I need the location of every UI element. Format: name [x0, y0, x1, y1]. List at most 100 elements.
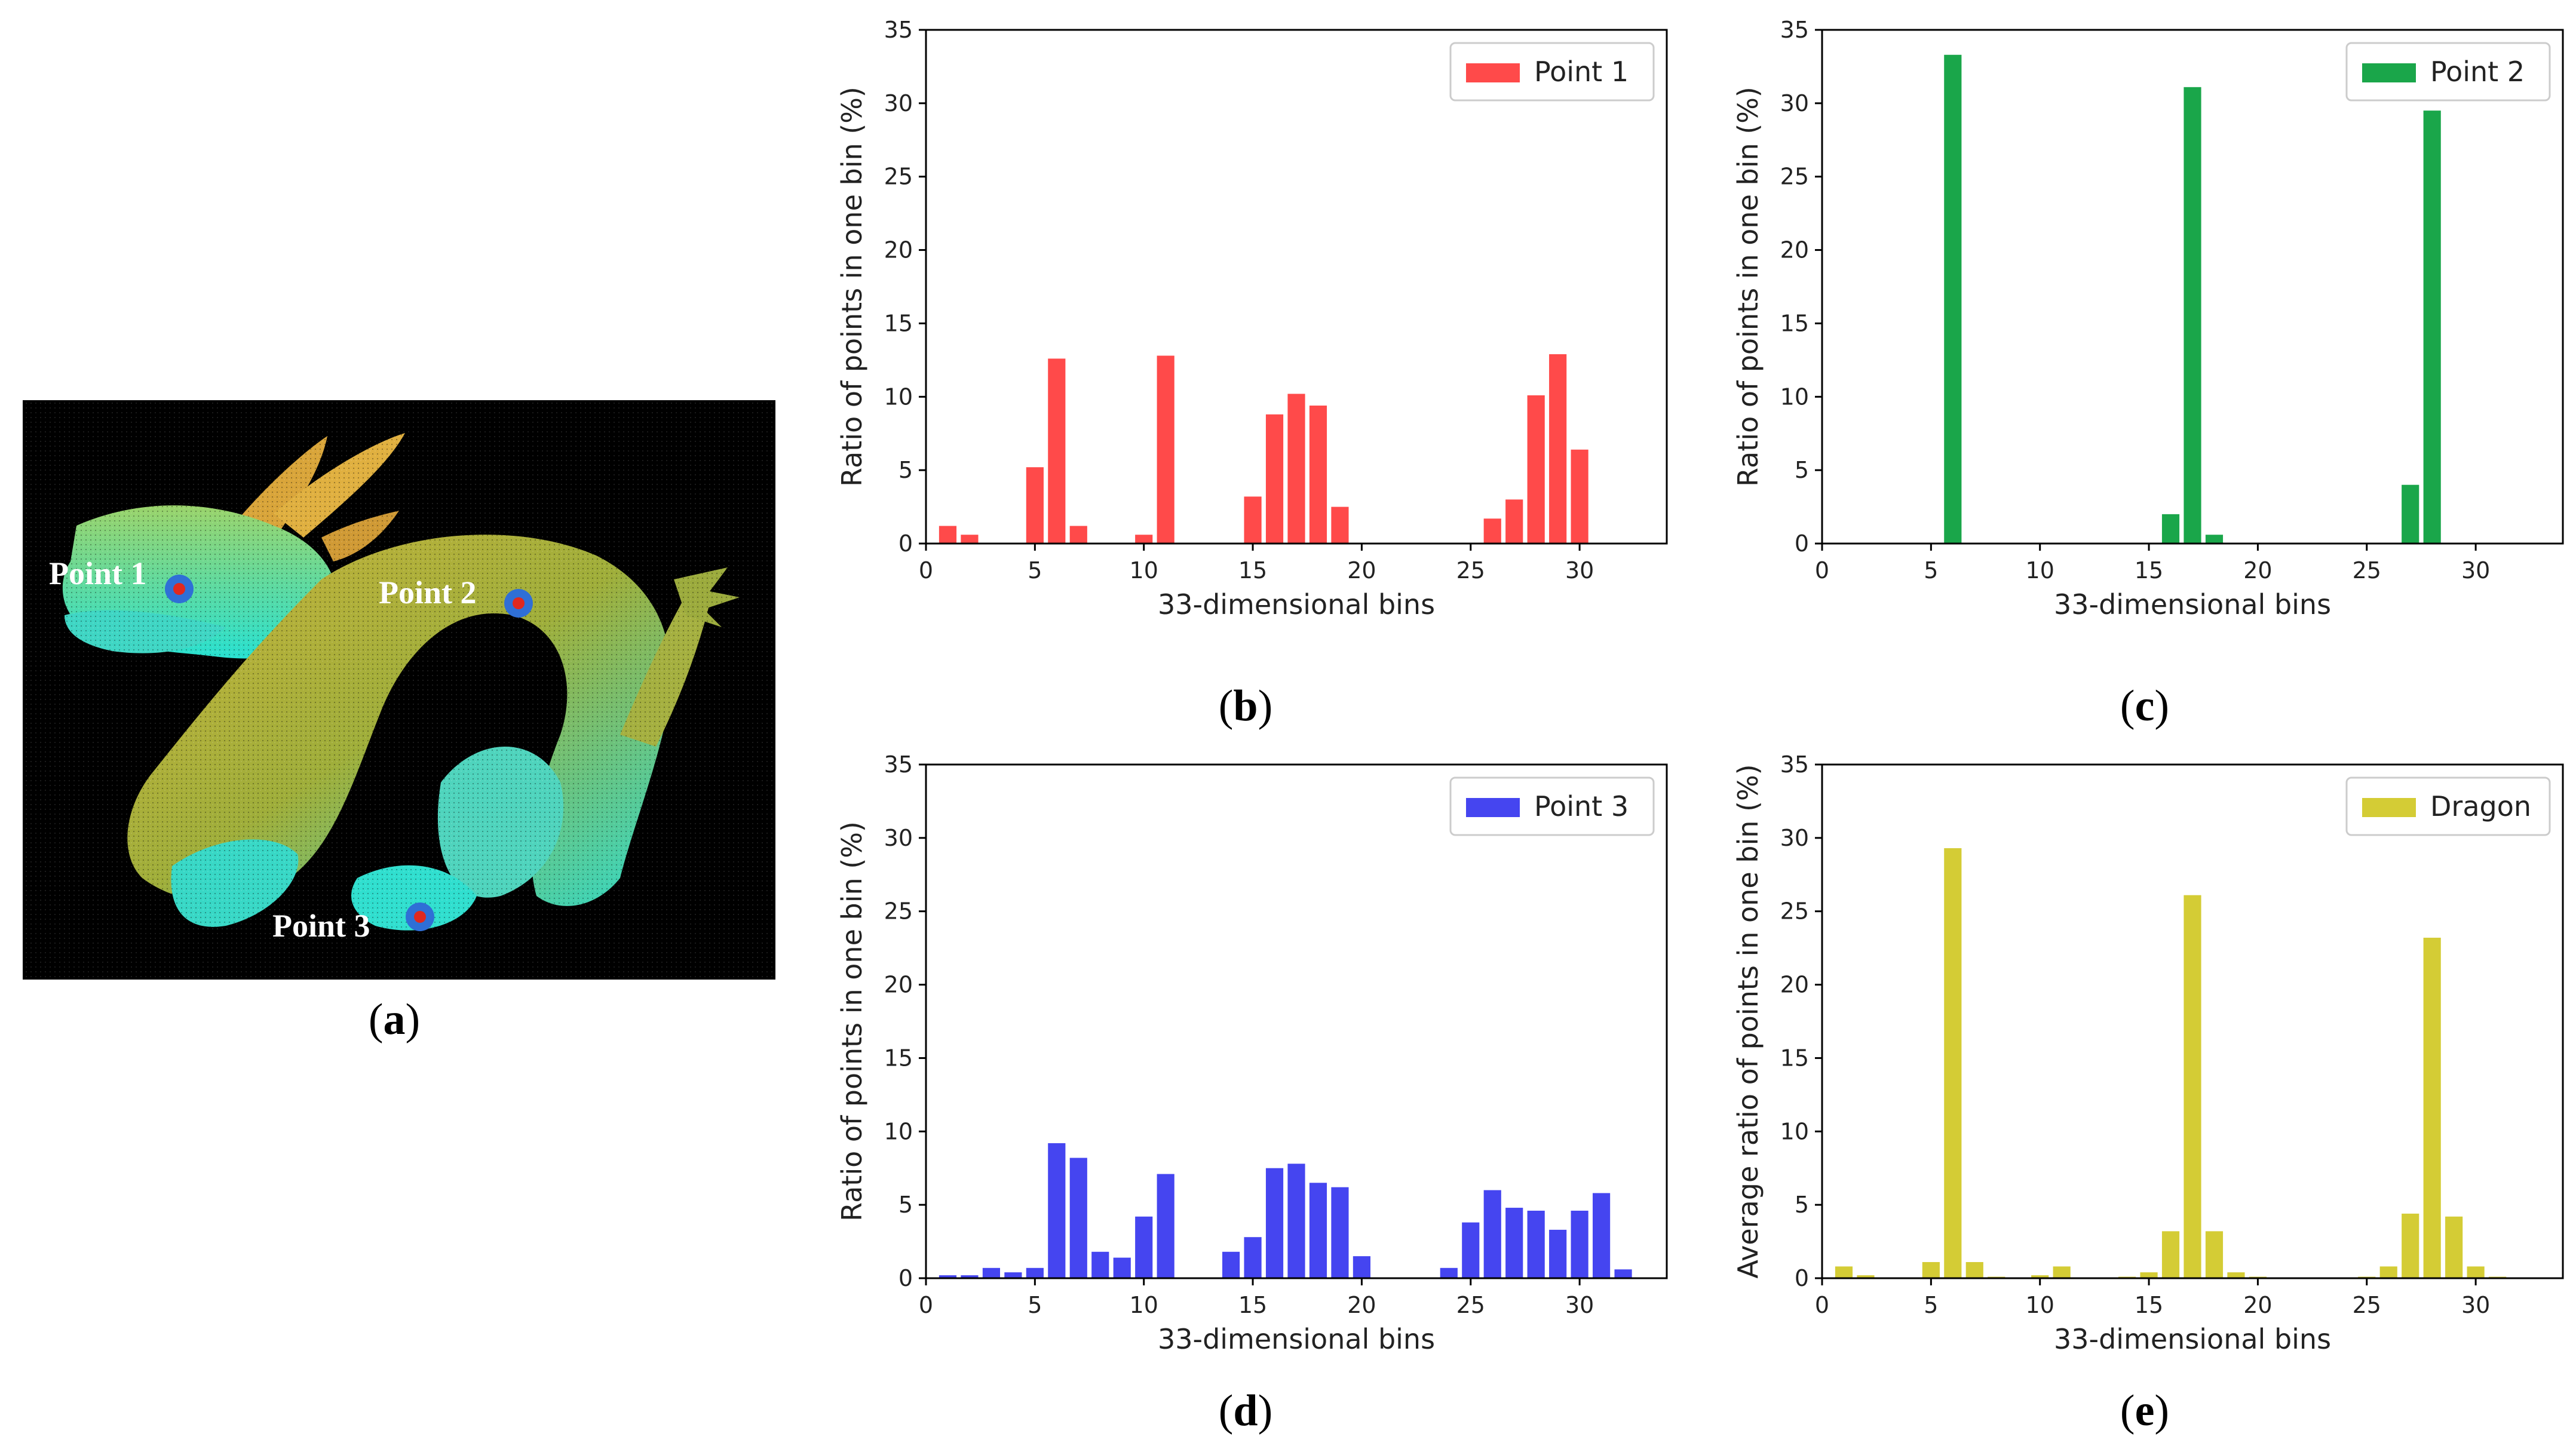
bar-b-10 — [1135, 535, 1153, 544]
y-tick-label: 25 — [1780, 898, 1809, 925]
bar-b-27 — [1505, 499, 1523, 544]
bar-b-15 — [1244, 496, 1262, 544]
bar-e-7 — [1965, 1261, 1983, 1278]
bar-d-29 — [1549, 1229, 1567, 1278]
bar-b-2 — [961, 535, 979, 544]
y-tick-label: 10 — [1780, 1118, 1809, 1144]
y-tick-label: 30 — [1780, 90, 1809, 116]
y-tick-label: 0 — [898, 1265, 913, 1291]
chart-svg-d: 0 5 10 15 20 25 30 0 5 10 15 20 25 30 35 33-dimensional… — [836, 751, 1668, 1355]
bar-e-27 — [2402, 1213, 2419, 1278]
bar-e-19 — [2227, 1272, 2245, 1278]
y-tick-label: 25 — [884, 164, 913, 190]
y-tick-label: 15 — [1780, 310, 1809, 336]
bar-e-10 — [2031, 1275, 2049, 1278]
bar-d-11 — [1157, 1174, 1174, 1278]
x-tick-label: 0 — [919, 1292, 933, 1318]
x-axis-label: 33-dimensional bins — [2054, 1323, 2331, 1355]
bar-e-16 — [2161, 1231, 2180, 1278]
bar-d-26 — [1483, 1190, 1501, 1278]
bar-e-29 — [2445, 1216, 2463, 1278]
x-tick-label: 15 — [2135, 557, 2163, 584]
bar-d-5 — [1026, 1267, 1044, 1278]
legend-swatch — [2362, 798, 2416, 817]
y-tick-label: 35 — [884, 17, 913, 43]
chart-b: 0 5 10 15 20 25 30 0 5 10 15 20 25 30 35 33-dimensional… — [824, 12, 1668, 657]
x-tick-label: 0 — [919, 557, 933, 584]
y-tick-label: 10 — [1780, 383, 1809, 410]
bar-d-6 — [1048, 1143, 1066, 1278]
bar-d-9 — [1113, 1257, 1131, 1278]
y-tick-label: 25 — [1780, 164, 1809, 190]
x-tick-label: 10 — [2026, 1292, 2054, 1318]
legend-label: Point 2 — [2430, 56, 2525, 88]
bar-d-17 — [1287, 1164, 1305, 1278]
y-tick-label: 30 — [1780, 825, 1809, 851]
point-3-label: Point 3 — [272, 908, 370, 944]
point-2-label: Point 2 — [379, 575, 477, 610]
legend-box — [1449, 42, 1655, 102]
plot-frame — [1821, 29, 2564, 545]
bar-d-30 — [1571, 1210, 1588, 1278]
y-tick-label: 5 — [1795, 457, 1809, 483]
plot-frame — [925, 29, 1668, 545]
y-tick-label: 20 — [1780, 237, 1809, 263]
y-tick-label: 15 — [1780, 1045, 1809, 1071]
point-2-marker — [504, 589, 533, 618]
bar-b-29 — [1549, 354, 1567, 544]
bar-c-27 — [2402, 484, 2419, 544]
y-tick-label: 20 — [884, 237, 913, 263]
x-tick-label: 25 — [2353, 1292, 2381, 1318]
bar-c-16 — [2161, 514, 2180, 544]
bar-d-28 — [1527, 1210, 1545, 1278]
y-tick-label: 15 — [884, 310, 913, 336]
x-tick-label: 10 — [1130, 1292, 1158, 1318]
caption-a: (a) — [368, 995, 421, 1044]
x-tick-label: 30 — [1565, 1292, 1594, 1318]
bar-b-1 — [939, 526, 957, 544]
y-tick-label: 10 — [884, 383, 913, 410]
bar-e-17 — [2184, 895, 2201, 1278]
bar-d-32 — [1614, 1269, 1632, 1278]
point-1-marker — [165, 575, 194, 603]
x-axis-label: 33-dimensional bins — [1158, 1323, 1435, 1355]
x-tick-label: 30 — [2461, 1292, 2490, 1318]
y-tick-label: 20 — [884, 972, 913, 998]
bar-d-24 — [1440, 1267, 1458, 1278]
x-tick-label: 5 — [1924, 557, 1938, 584]
bar-e-26 — [2379, 1266, 2397, 1278]
y-tick-label: 0 — [898, 530, 913, 557]
x-tick-label: 25 — [1456, 1292, 1485, 1318]
x-tick-label: 15 — [1238, 1292, 1267, 1318]
plot-frame — [925, 763, 1668, 1279]
bar-e-30 — [2467, 1266, 2485, 1278]
y-tick-label: 5 — [898, 457, 913, 483]
bar-d-15 — [1244, 1237, 1262, 1278]
y-tick-label: 5 — [898, 1192, 913, 1218]
x-tick-label: 20 — [1347, 1292, 1376, 1318]
chart-d: 0 5 10 15 20 25 30 0 5 10 15 20 25 30 35 33-dimensional… — [824, 747, 1668, 1392]
legend: Dragon — [2345, 776, 2551, 836]
point-cloud-texture — [23, 400, 775, 980]
legend: Point 3 — [1449, 776, 1655, 836]
y-axis-label: Ratio of points in one bin (%) — [836, 87, 868, 487]
caption-b: (b) — [1218, 682, 1273, 730]
bar-d-20 — [1353, 1256, 1370, 1278]
bar-e-5 — [1922, 1261, 1940, 1278]
y-tick-label: 30 — [884, 90, 913, 116]
bar-d-3 — [982, 1267, 1000, 1278]
bar-c-28 — [2423, 110, 2441, 544]
x-tick-label: 20 — [2243, 1292, 2272, 1318]
legend-label: Point 3 — [1534, 790, 1629, 822]
x-tick-label: 5 — [1028, 557, 1042, 584]
bar-e-11 — [2053, 1266, 2071, 1278]
bar-c-17 — [2184, 87, 2201, 544]
bar-c-6 — [1944, 54, 1962, 544]
legend-swatch — [1466, 63, 1520, 82]
bar-b-28 — [1527, 395, 1545, 544]
legend: Point 1 — [1449, 42, 1655, 102]
bar-b-30 — [1571, 449, 1588, 544]
x-tick-label: 0 — [1815, 1292, 1829, 1318]
chart-e: 0 5 10 15 20 25 30 0 5 10 15 20 25 30 35 33-dimensional… — [1721, 747, 2564, 1392]
bar-b-16 — [1265, 414, 1284, 544]
